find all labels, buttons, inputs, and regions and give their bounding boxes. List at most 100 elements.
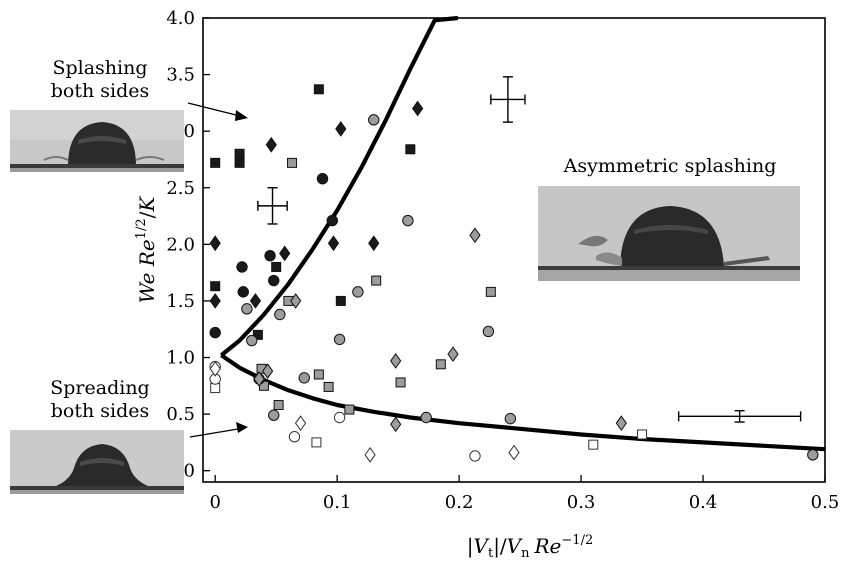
error-bar	[257, 187, 288, 225]
point-white-diamond	[364, 446, 376, 463]
point-gray-diamond	[615, 415, 627, 432]
point-white-square	[210, 383, 221, 394]
point-gray-square	[273, 400, 284, 411]
point-gray-circle	[504, 412, 517, 425]
point-black-square	[210, 281, 221, 292]
point-black-square	[405, 144, 416, 155]
point-black-diamond	[209, 235, 221, 252]
point-black-circle	[209, 326, 221, 339]
point-gray-circle	[268, 409, 280, 421]
point-gray-square	[435, 359, 446, 370]
point-white-diamond	[508, 444, 520, 461]
y-tick-label: 1.5	[166, 291, 195, 312]
point-white-circle	[469, 450, 481, 462]
arrowhead-spreading	[236, 422, 248, 433]
point-gray-square	[485, 286, 496, 297]
point-gray-square	[313, 369, 324, 380]
droplet-photo-splashing-both	[10, 110, 184, 172]
y-tick-label: 4.0	[166, 8, 195, 29]
y-tick-label: 2.0	[166, 234, 195, 255]
point-white-diamond	[294, 415, 307, 432]
annotation-spreading-line1: Spreading	[50, 377, 150, 399]
annotation-splashing-both-sides: Splashing both sides	[36, 57, 164, 103]
point-gray-diamond	[290, 293, 302, 309]
y-tick-label: 3.5	[166, 65, 195, 86]
point-black-square	[313, 84, 324, 95]
point-black-square	[271, 261, 282, 272]
point-black-diamond	[335, 121, 347, 137]
y-tick-label: 0	[184, 461, 195, 482]
y-tick-label: 1.0	[166, 348, 195, 369]
point-white-circle	[333, 411, 346, 424]
point-gray-circle	[298, 372, 310, 384]
point-gray-circle	[368, 114, 380, 126]
point-gray-circle	[402, 214, 414, 227]
point-black-square	[234, 148, 245, 159]
point-gray-square	[323, 381, 334, 392]
point-white-diamond	[209, 360, 221, 377]
tick-layer: 00.10.20.30.40.500.51.01.52.02.53.03.54.…	[166, 8, 839, 513]
point-gray-circle	[807, 449, 819, 461]
point-gray-square	[371, 275, 382, 286]
x-tick-label: 0.4	[689, 492, 718, 513]
point-gray-diamond	[390, 353, 402, 369]
point-gray-circle	[482, 325, 495, 338]
annotation-splashing-line2: both sides	[50, 80, 150, 102]
error-bar	[677, 410, 802, 423]
boundary-curves	[219, 15, 826, 452]
point-black-square	[335, 295, 346, 306]
point-black-diamond	[327, 235, 340, 252]
point-black-square	[234, 157, 245, 168]
point-black-circle	[237, 286, 249, 298]
point-gray-circle	[241, 303, 253, 315]
point-gray-circle	[246, 334, 258, 347]
point-white-square	[311, 437, 322, 448]
droplet-photo-asymmetric	[538, 186, 800, 281]
point-white-circle	[288, 431, 301, 443]
point-gray-diamond	[390, 416, 402, 433]
point-black-circle	[326, 214, 338, 227]
x-axis-label: |Vt|/Vn Re−1/2	[467, 533, 593, 561]
boundary-curve-upper-boundary	[219, 15, 459, 357]
data-points	[209, 84, 819, 463]
point-gray-diamond	[447, 346, 459, 362]
y-tick-label: 2.5	[166, 178, 195, 199]
annotation-splashing-line1: Splashing	[52, 57, 148, 79]
x-tick-label: 0	[209, 492, 220, 513]
arrow-spreading	[189, 427, 245, 438]
y-tick-label: 0.5	[166, 404, 195, 425]
point-black-diamond	[209, 293, 221, 309]
point-gray-circle	[352, 286, 364, 298]
point-black-square	[252, 329, 263, 340]
x-tick-label: 0.5	[811, 492, 840, 513]
plot-frame	[202, 17, 826, 483]
point-black-diamond	[412, 100, 424, 117]
x-tick-label: 0.3	[567, 492, 596, 513]
point-black-diamond	[249, 293, 262, 309]
point-black-diamond	[279, 245, 291, 262]
point-black-circle	[264, 249, 276, 262]
point-black-diamond	[265, 136, 277, 153]
x-tick-label: 0.2	[445, 492, 474, 513]
boundary-curve-lower-boundary	[220, 353, 826, 452]
error-bar	[490, 76, 526, 123]
annotation-asymmetric-splashing: Asymmetric splashing	[563, 155, 777, 177]
point-gray-square	[287, 157, 298, 168]
arrowhead-splashing	[235, 110, 248, 121]
error-bars	[257, 76, 802, 423]
point-gray-square	[344, 404, 355, 415]
point-black-square	[210, 157, 221, 168]
droplet-photo-spreading-both	[10, 430, 184, 494]
point-gray-circle	[333, 333, 346, 346]
point-black-circle	[268, 274, 280, 287]
x-tick-label: 0.1	[323, 492, 352, 513]
point-gray-diamond	[262, 363, 274, 379]
point-black-diamond	[368, 235, 380, 252]
point-white-square	[637, 429, 648, 440]
annotation-arrows	[187, 102, 248, 438]
point-white-square	[588, 439, 599, 450]
point-gray-diamond	[469, 227, 481, 244]
point-gray-circle	[274, 308, 286, 321]
arrow-splashing	[187, 102, 245, 118]
